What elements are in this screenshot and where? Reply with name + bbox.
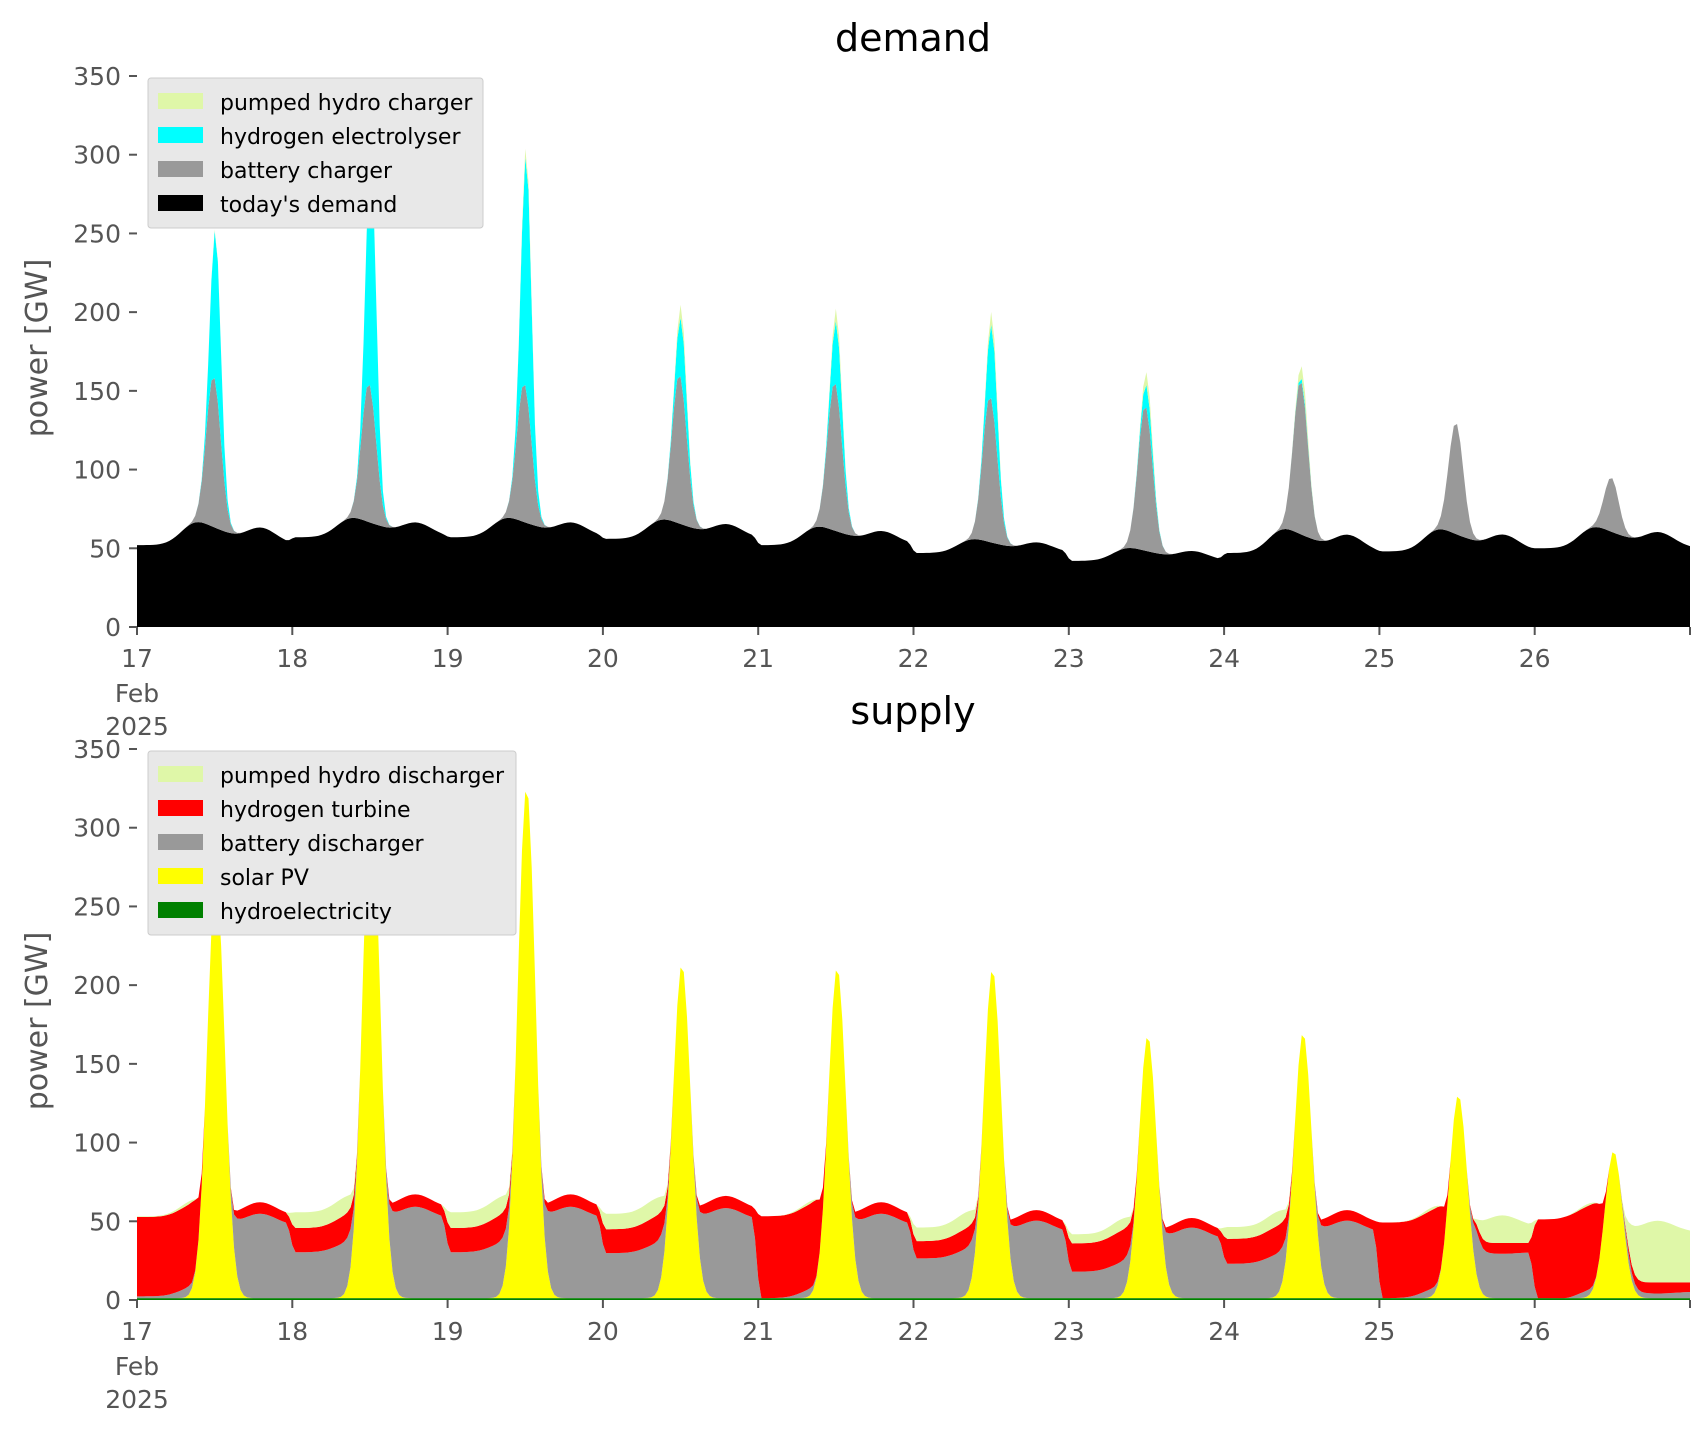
x-tick-label: 25 xyxy=(1363,1317,1395,1346)
legend-label: hydroelectricity xyxy=(220,900,392,925)
legend-box xyxy=(147,750,517,936)
x-tick-label: 17 xyxy=(121,1317,153,1346)
x-tick-label: 22 xyxy=(898,644,930,673)
x-tick-label: 20 xyxy=(587,1317,619,1346)
x-tick-sublabel: Feb xyxy=(115,1352,159,1381)
x-tick-label: 24 xyxy=(1208,1317,1240,1346)
legend-swatch xyxy=(158,127,203,143)
x-tick-label: 26 xyxy=(1519,644,1551,673)
area-hydrogen-electrolyser xyxy=(137,157,1690,561)
supply-chart: supply power [GW] 0 50 100 150 200 250 300 350 1… xyxy=(20,689,1691,1414)
legend-label: hydrogen electrolyser xyxy=(220,125,461,150)
axes: 0 50 100 150 200 250 300 350 17 18 19 20 21 22 23 24 25 2… xyxy=(73,735,1691,1414)
y-tick-label: 350 xyxy=(73,62,121,91)
legend-label: battery charger xyxy=(220,159,393,184)
area-battery-charger xyxy=(137,376,1690,561)
x-tick-label: 26 xyxy=(1519,1317,1551,1346)
x-tick-label: 17 xyxy=(121,644,153,673)
chart-title: supply xyxy=(850,689,975,733)
area-layers xyxy=(137,148,1690,627)
y-tick-label: 150 xyxy=(73,377,121,406)
area-battery-discharger xyxy=(137,791,1690,1299)
chart-title: demand xyxy=(835,16,991,60)
y-tick-label: 100 xyxy=(73,456,121,485)
area-hydroelectricity xyxy=(137,1298,1690,1300)
legend-label: today's demand xyxy=(220,193,397,218)
legend-label: hydrogen turbine xyxy=(220,798,411,823)
x-tick-label: 18 xyxy=(276,1317,308,1346)
axes: 0 50 100 150 200 250 300 350 17 18 19 20 21 22 23 24 25 2… xyxy=(73,62,1691,741)
x-tick-label: 23 xyxy=(1053,644,1085,673)
y-tick-label: 100 xyxy=(73,1129,121,1158)
y-tick-label: 0 xyxy=(105,613,121,642)
y-tick-label: 150 xyxy=(73,1050,121,1079)
x-tick-sublabel: Feb xyxy=(115,679,159,708)
y-tick-label: 300 xyxy=(73,141,121,170)
y-tick-label: 50 xyxy=(89,534,121,563)
area-solar-pv xyxy=(137,791,1690,1299)
y-tick-label: 300 xyxy=(73,814,121,843)
x-tick-label: 18 xyxy=(276,644,308,673)
legend-swatch xyxy=(158,195,203,211)
legend-label: battery discharger xyxy=(220,832,425,857)
x-tick-label: 20 xyxy=(587,644,619,673)
legend-swatch xyxy=(158,93,203,109)
y-tick-label: 250 xyxy=(73,892,121,921)
legend-box xyxy=(147,77,484,229)
y-tick-label: 50 xyxy=(89,1207,121,1236)
legend: pumped hydro discharger hydrogen turbine b… xyxy=(147,750,517,936)
x-tick-sublabel: 2025 xyxy=(105,1385,169,1414)
y-tick-label: 0 xyxy=(105,1286,121,1315)
legend-label: solar PV xyxy=(220,866,309,891)
legend-swatch xyxy=(158,902,203,918)
legend: pumped hydro charger hydrogen electrolyse… xyxy=(147,77,484,229)
y-axis-label: power [GW] xyxy=(20,259,55,438)
x-tick-label: 21 xyxy=(742,644,774,673)
x-tick-sublabel: 2025 xyxy=(105,712,169,741)
y-axis-label: power [GW] xyxy=(20,932,55,1111)
y-tick-label: 200 xyxy=(73,298,121,327)
x-tick-label: 25 xyxy=(1363,644,1395,673)
x-tick-label: 19 xyxy=(432,1317,464,1346)
demand-chart: demand power [GW] 0 50 100 150 200 250 300 350 1… xyxy=(20,16,1691,741)
legend-swatch xyxy=(158,868,203,884)
legend-swatch xyxy=(158,766,203,782)
x-tick-label: 24 xyxy=(1208,644,1240,673)
area-today-s-demand xyxy=(137,517,1690,627)
x-tick-label: 21 xyxy=(742,1317,774,1346)
x-tick-label: 23 xyxy=(1053,1317,1085,1346)
legend-label: pumped hydro discharger xyxy=(220,764,505,789)
y-tick-label: 250 xyxy=(73,219,121,248)
x-tick-label: 19 xyxy=(432,644,464,673)
legend-swatch xyxy=(158,161,203,177)
area-hydrogen-turbine xyxy=(137,791,1690,1299)
y-tick-label: 350 xyxy=(73,735,121,764)
legend-swatch xyxy=(158,800,203,816)
legend-swatch xyxy=(158,834,203,850)
x-tick-label: 22 xyxy=(898,1317,930,1346)
area-layers xyxy=(137,791,1690,1300)
legend-label: pumped hydro charger xyxy=(220,91,473,116)
y-tick-label: 200 xyxy=(73,971,121,1000)
